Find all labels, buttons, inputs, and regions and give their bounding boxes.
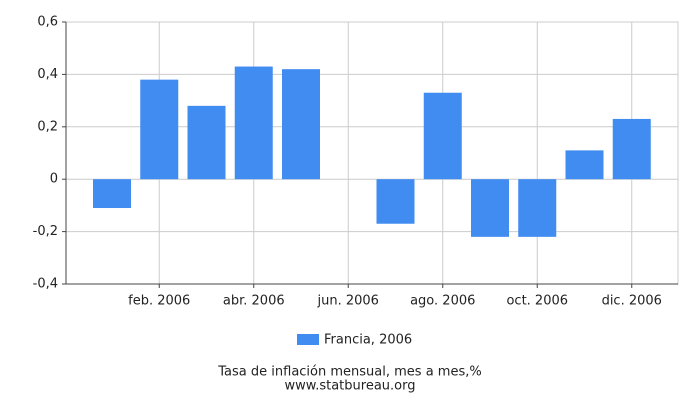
y-tick-label: 0: [50, 172, 58, 187]
bar: [471, 179, 509, 237]
y-tick-label: -0,2: [33, 224, 58, 239]
y-tick-label: 0,2: [37, 119, 58, 134]
legend-swatch: [297, 334, 319, 345]
x-tick-label: oct. 2006: [506, 294, 568, 309]
bar: [423, 92, 462, 180]
bar: [234, 66, 273, 180]
bar: [612, 118, 651, 180]
source: www.statbureau.org: [285, 379, 416, 394]
x-tick-label: dic. 2006: [602, 294, 662, 309]
bar: [518, 179, 557, 237]
x-tick-label: jun. 2006: [317, 294, 379, 309]
bar: [93, 179, 131, 209]
x-tick-label: abr. 2006: [223, 294, 285, 309]
y-tick-label: 0,6: [37, 15, 58, 30]
bar: [187, 105, 226, 180]
bar: [565, 150, 604, 180]
y-tick-label: 0,4: [37, 67, 58, 82]
y-tick-label: -0,4: [33, 277, 58, 292]
bar: [140, 79, 179, 180]
x-tick-label: feb. 2006: [128, 294, 190, 309]
bar: [376, 179, 415, 224]
legend-label: Francia, 2006: [324, 333, 412, 348]
chart-title: Tasa de inflación mensual, mes a mes,%: [217, 365, 481, 380]
x-tick-label: ago. 2006: [410, 294, 475, 309]
bar: [282, 69, 320, 180]
